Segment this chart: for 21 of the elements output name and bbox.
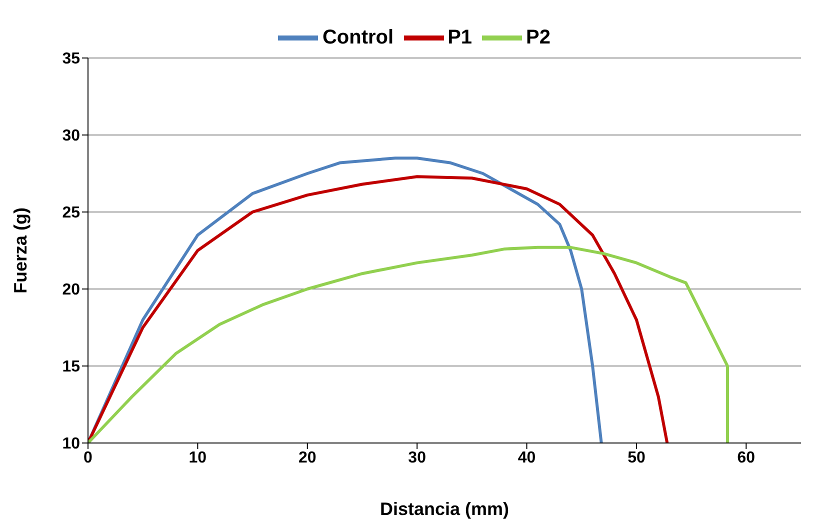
- y-tick-label: 35: [62, 50, 80, 68]
- y-tick-label: 10: [62, 436, 80, 453]
- y-tick-label: 20: [62, 282, 80, 299]
- y-tick-label: 15: [62, 358, 80, 376]
- y-axis-title: Fuerza (g): [10, 207, 30, 294]
- legend-label: P2: [526, 26, 551, 48]
- line-series: [88, 156, 603, 443]
- x-tick-label: 20: [298, 449, 316, 466]
- line-series: [88, 175, 669, 443]
- legend-label: P1: [448, 26, 472, 48]
- x-axis-title: Distancia (mm): [380, 499, 510, 519]
- x-tick-label: 30: [408, 449, 426, 466]
- y-tick-label: 25: [62, 204, 80, 222]
- line-series: [88, 246, 730, 443]
- x-tick-label: 0: [84, 449, 93, 466]
- x-tick-label: 40: [518, 449, 536, 466]
- x-tick-label: 50: [628, 449, 646, 466]
- y-tick-label: 30: [62, 128, 80, 145]
- legend-label: Control: [322, 26, 394, 48]
- x-tick-label: 60: [737, 449, 756, 466]
- x-tick-label: 10: [188, 449, 207, 466]
